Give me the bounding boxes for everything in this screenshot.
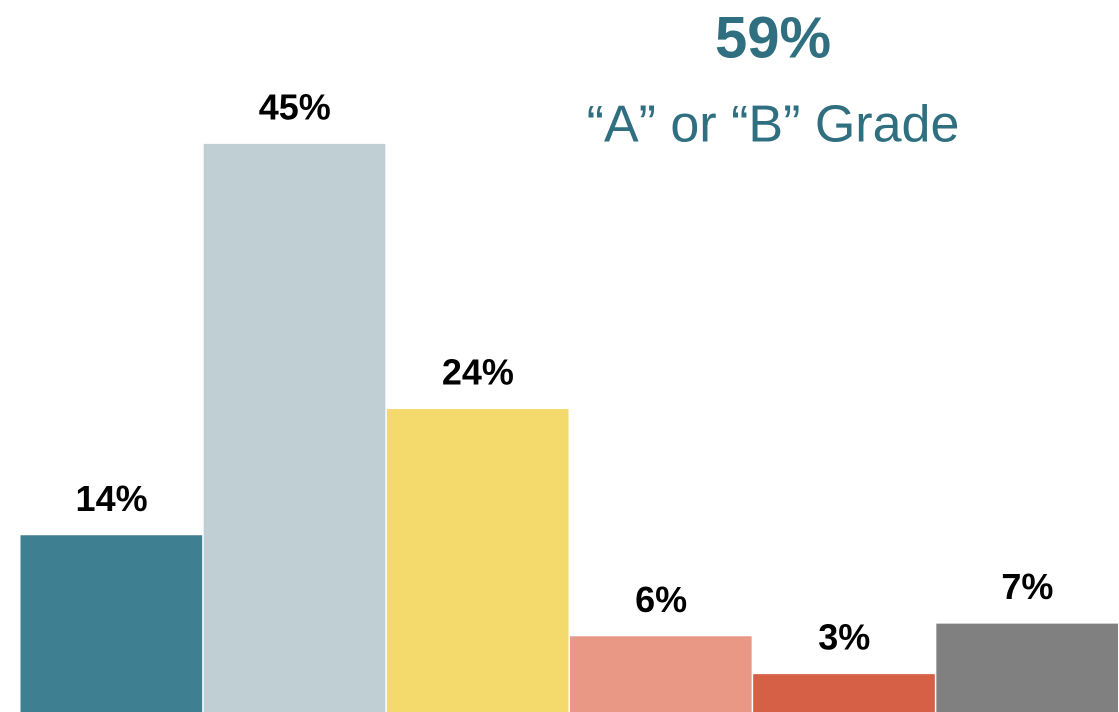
bar <box>753 674 935 712</box>
value-label: 3% <box>818 617 870 658</box>
bar <box>936 623 1118 712</box>
bar <box>570 636 752 712</box>
value-label: 24% <box>442 352 514 393</box>
annotation-value: 59% <box>715 5 831 70</box>
bar <box>203 143 386 712</box>
value-label: 14% <box>76 478 148 519</box>
value-label: 6% <box>635 579 687 620</box>
value-label: 7% <box>1001 566 1053 607</box>
value-label: 45% <box>259 86 331 127</box>
bar <box>386 409 569 712</box>
bar <box>20 535 203 712</box>
annotation-text: “A” or “B” Grade <box>587 96 960 154</box>
